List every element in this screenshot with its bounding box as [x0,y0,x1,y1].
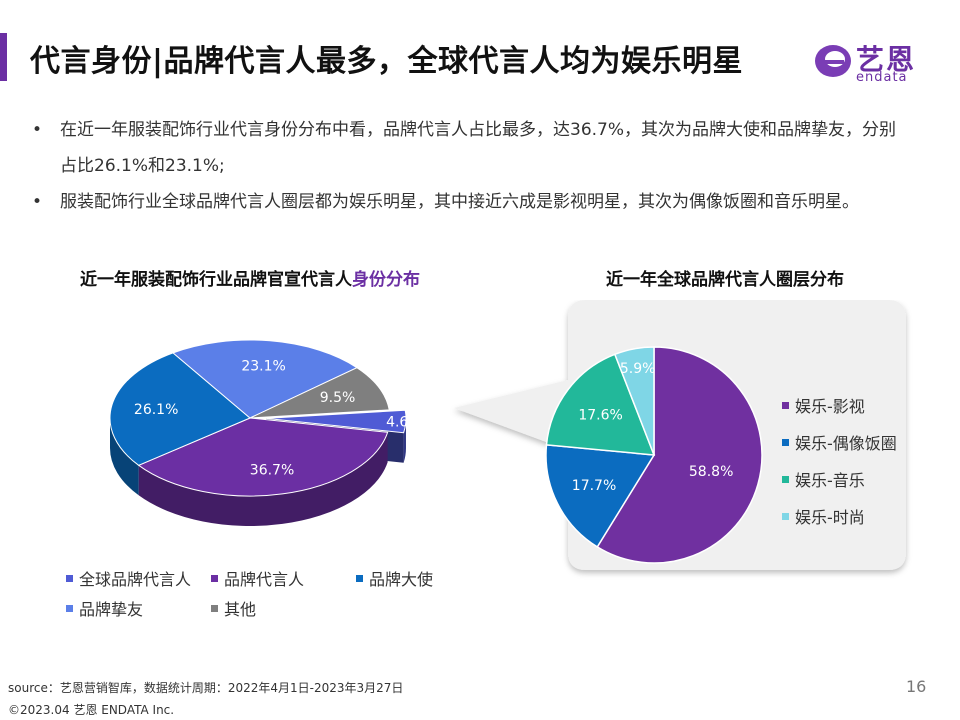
left-pie-slice-side [403,418,406,463]
footer-copyright: ©2023.04 艺恩 ENDATA Inc. [8,703,175,717]
left-chart-title-prefix: 近一年服装配饰行业品牌官宣代言人 [80,270,352,290]
page-number: 16 [906,677,927,696]
left-chart-title: 近一年服装配饰行业品牌官宣代言人身份分布 [80,265,420,290]
left-legend-item: 全球品牌代言人 [66,566,191,590]
right-pie-chart: 58.8% 17.7% 17.6% 5.9% 娱乐-影视娱乐-偶像饭圈娱乐-音乐娱乐-时… [454,300,906,570]
right-chart-title: 近一年全球品牌代言人圈层分布 [606,270,844,290]
bullet-item: • 服装配饰行业全球品牌代言人圈层都为娱乐明星，其中接近六成是影视明星，其次为偶… [30,184,910,220]
left-pie-slice-品牌挚友 [172,339,358,419]
legend-label: 娱乐-影视 [795,397,865,416]
legend-swatch [782,439,789,446]
endata-logo-icon [815,45,851,77]
left-pie-data-label: 23.1% [241,359,285,375]
bullet-text: 在近一年服装配饰行业代言身份分布中看，品牌代言人占比最多，达36.7%，其次为品… [60,120,897,176]
legend-swatch [66,575,73,582]
left-pie-tops [109,339,407,497]
bullet-text: 服装配饰行业全球品牌代言人圈层都为娱乐明星，其中接近六成是影视明星，其次为偶像饭… [60,192,859,212]
legend-label: 娱乐-偶像饭圈 [795,434,897,453]
legend-label: 品牌大使 [369,570,434,589]
left-pie-slice-品牌大使 [109,352,251,466]
left-legend-item: 品牌挚友 [66,596,143,620]
right-pie-slice-娱乐-时尚 [613,346,655,456]
endata-logo: 艺恩 endata [812,38,932,85]
bullet-item: • 在近一年服装配饰行业代言身份分布中看，品牌代言人占比最多，达36.7%，其次… [30,112,910,184]
page-title: 代言身份|品牌代言人最多，全球代言人均为娱乐明星 [30,44,743,79]
left-chart-title-highlight: 身份分布 [352,270,420,290]
right-pie-data-label: 17.7% [572,478,616,494]
footer-source: source：艺恩营销智库，数据统计周期：2022年4月1日-2023年3月27… [8,681,404,695]
legend-label: 娱乐-音乐 [795,471,865,490]
left-pie-data-label: 9.5% [320,390,356,406]
left-pie-slice-side [110,418,139,496]
legend-swatch [211,575,218,582]
left-pie-labels: 4.6% 36.7% 26.1% 23.1% 9.5% [134,359,422,479]
left-legend-item: 品牌大使 [356,566,433,590]
right-pie-data-label: 17.6% [578,408,622,424]
legend-swatch [782,476,789,483]
left-pie-data-label: 36.7% [250,463,294,479]
legend-label: 品牌挚友 [79,600,144,619]
legend-label: 全球品牌代言人 [79,570,192,589]
legend-swatch [782,513,789,520]
bullet-list: • 在近一年服装配饰行业代言身份分布中看，品牌代言人占比最多，达36.7%，其次… [30,112,910,220]
right-pie-slice-娱乐-影视 [596,346,763,564]
right-pie-slices [545,346,763,564]
right-pie-data-label: 5.9% [620,361,656,377]
left-pie-slice-其他 [249,367,390,419]
left-pie-data-label: 4.6% [386,415,422,431]
left-pie-slice-品牌代言人 [137,417,389,497]
title-accent-bar [0,33,7,81]
left-pie-data-label: 26.1% [134,402,178,418]
legend-swatch [782,402,789,409]
legend-label: 品牌代言人 [224,570,305,589]
right-pie-data-label: 58.8% [689,464,733,480]
legend-swatch [356,575,363,582]
logo-text-en: endata [856,70,908,85]
legend-label: 娱乐-时尚 [795,508,865,527]
right-pie-slice-娱乐-音乐 [545,353,656,456]
bullet-dot: • [32,192,43,212]
left-pie-chart: 4.6% 36.7% 26.1% 23.1% 9.5% [109,339,422,527]
legend-swatch [211,605,218,612]
logo-text-cn: 艺恩 [856,43,917,76]
right-pie-labels: 58.8% 17.7% 17.6% 5.9% [572,361,734,494]
right-pie-slice-娱乐-偶像饭圈 [545,444,656,548]
legend-swatch [66,605,73,612]
left-legend-item: 其他 [211,596,256,620]
legend-label: 其他 [224,600,257,619]
left-pie-slice-side [138,432,388,527]
left-pie-slice-全球品牌代言人 [265,409,407,434]
left-legend-item: 品牌代言人 [211,566,304,590]
bullet-dot: • [32,120,43,140]
